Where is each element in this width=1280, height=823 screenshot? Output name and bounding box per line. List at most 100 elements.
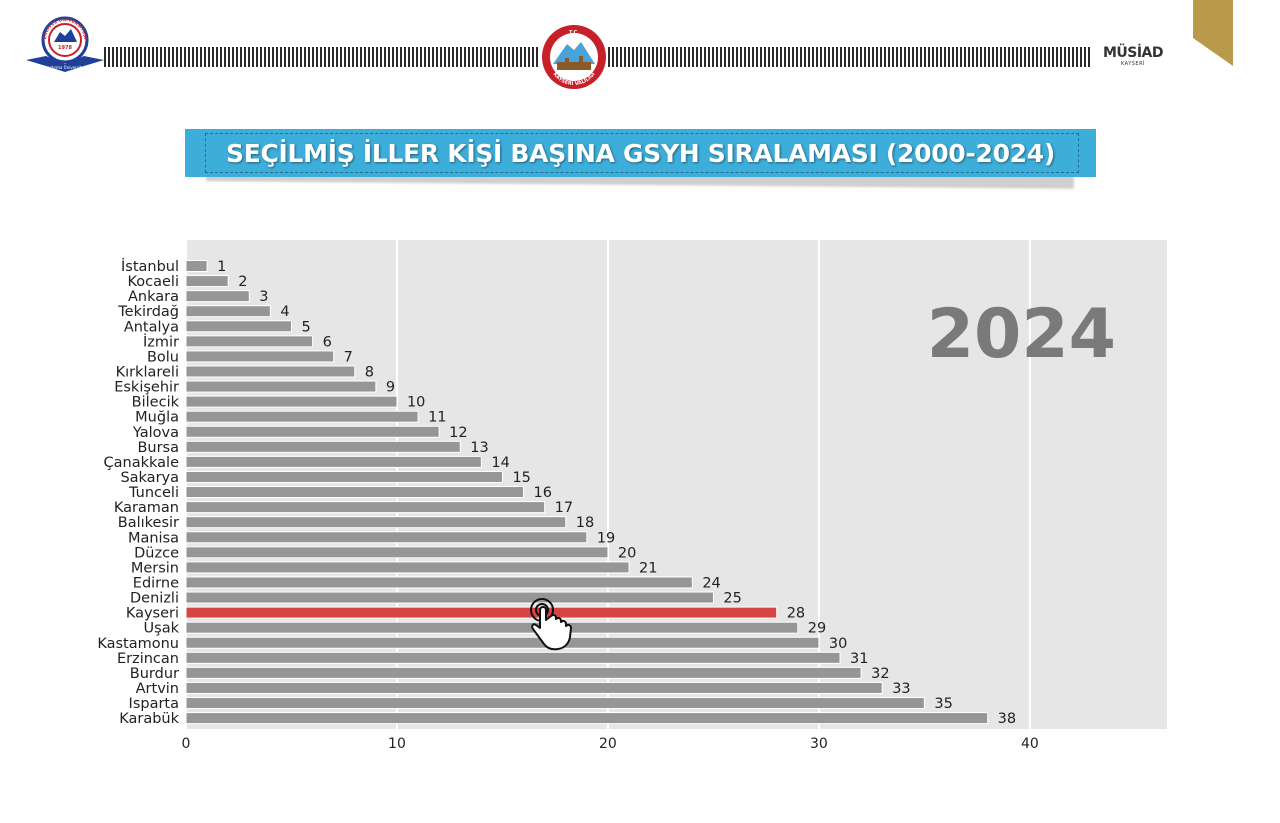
category-label: Düzce bbox=[134, 545, 179, 561]
x-axis-ticks: 0 10 20 30 40 bbox=[182, 736, 1039, 752]
value-label: 14 bbox=[491, 455, 509, 471]
x-tick-label: 20 bbox=[599, 736, 617, 752]
value-label: 28 bbox=[787, 606, 805, 622]
value-label: 5 bbox=[301, 319, 310, 335]
bar bbox=[185, 395, 398, 408]
value-label: 11 bbox=[428, 410, 446, 426]
bar bbox=[185, 380, 377, 393]
category-label: Denizli bbox=[130, 591, 179, 607]
svg-text:Araştırma Üniversitesi: Araştırma Üniversitesi bbox=[43, 65, 87, 70]
bar bbox=[185, 681, 883, 694]
value-label: 1 bbox=[217, 259, 226, 275]
value-label: 18 bbox=[576, 515, 594, 531]
category-label: Antalya bbox=[124, 319, 179, 335]
value-label: 19 bbox=[597, 530, 615, 546]
category-label: Balıkesir bbox=[118, 515, 179, 531]
bar bbox=[185, 410, 419, 423]
value-label: 2 bbox=[238, 274, 247, 290]
bar bbox=[185, 320, 292, 333]
x-tick-label: 30 bbox=[810, 736, 828, 752]
value-label: 30 bbox=[829, 636, 847, 652]
value-label: 25 bbox=[723, 591, 741, 607]
bar bbox=[185, 486, 525, 499]
value-label: 17 bbox=[555, 500, 573, 516]
category-label: Kayseri bbox=[126, 606, 179, 622]
bar-highlight bbox=[185, 606, 778, 619]
x-tick-label: 10 bbox=[388, 736, 406, 752]
category-label: Çanakkale bbox=[104, 455, 180, 471]
category-labels: İstanbulKocaeliAnkaraTekirdağAntalyaİzmi… bbox=[97, 257, 179, 727]
value-label: 24 bbox=[702, 575, 720, 591]
corner-ribbon bbox=[1193, 0, 1233, 66]
hand-pointer-shape bbox=[531, 606, 572, 651]
category-label: Yalova bbox=[132, 425, 179, 441]
category-label: Erzincan bbox=[117, 651, 179, 667]
musiad-brand: MÜSİAD bbox=[1102, 45, 1164, 61]
category-label: Ankara bbox=[128, 289, 179, 305]
value-label: 29 bbox=[808, 621, 826, 637]
x-tick-label: 40 bbox=[1021, 736, 1039, 752]
category-label: Kocaeli bbox=[128, 274, 180, 290]
musiad-logo: MÜSİAD KAYSERİ bbox=[1098, 45, 1168, 67]
category-label: İstanbul bbox=[121, 257, 179, 275]
year-label: 2024 bbox=[927, 295, 1116, 374]
header-divider-right bbox=[608, 47, 1092, 67]
kayseri-governorship-seal: T.C. KAYSERİ VALİLİĞİ bbox=[542, 25, 606, 89]
category-label: Burdur bbox=[130, 666, 179, 682]
x-tick-label: 0 bbox=[182, 736, 191, 752]
category-label: Sakarya bbox=[120, 470, 179, 486]
value-label: 8 bbox=[365, 364, 374, 380]
bar bbox=[185, 350, 335, 363]
bar bbox=[185, 440, 461, 453]
value-label: 7 bbox=[344, 349, 353, 365]
bar bbox=[185, 666, 862, 679]
value-label: 4 bbox=[280, 304, 289, 320]
value-label: 32 bbox=[871, 666, 889, 682]
bar bbox=[185, 260, 208, 272]
svg-text:T.C.: T.C. bbox=[569, 30, 579, 36]
value-label: 33 bbox=[892, 681, 910, 697]
value-label: 6 bbox=[323, 334, 332, 350]
erciyes-university-logo: 1978 ERCİYES ÜNİVERSİTESİ Araştırma Üniv… bbox=[26, 16, 104, 72]
title-banner bbox=[185, 129, 1096, 177]
value-label: 3 bbox=[259, 289, 268, 305]
bar bbox=[185, 546, 609, 559]
hand-pointer-icon bbox=[530, 598, 572, 651]
category-label: Bolu bbox=[147, 349, 179, 365]
category-label: Uşak bbox=[144, 621, 180, 637]
category-label: Karabük bbox=[119, 711, 179, 727]
bar bbox=[185, 531, 588, 544]
bars bbox=[185, 260, 989, 725]
bar bbox=[185, 305, 271, 318]
value-label: 21 bbox=[639, 560, 657, 576]
category-label: İzmir bbox=[143, 332, 179, 350]
value-label: 12 bbox=[449, 425, 467, 441]
value-labels: 1234567891011121314151617181920212425282… bbox=[217, 259, 1016, 727]
value-label: 16 bbox=[534, 485, 552, 501]
category-label: Kırklareli bbox=[116, 364, 179, 380]
value-label: 35 bbox=[934, 696, 952, 712]
category-label: Muğla bbox=[135, 410, 179, 426]
category-label: Tunceli bbox=[128, 485, 179, 501]
bar bbox=[185, 651, 841, 664]
header: 1978 ERCİYES ÜNİVERSİTESİ Araştırma Üniv… bbox=[0, 0, 1280, 100]
header-divider-left bbox=[104, 47, 540, 67]
bar bbox=[185, 712, 989, 725]
bar bbox=[185, 365, 356, 378]
value-label: 38 bbox=[998, 711, 1016, 727]
bar bbox=[185, 636, 820, 649]
value-label: 20 bbox=[618, 545, 636, 561]
category-label: Bursa bbox=[137, 440, 179, 456]
value-label: 13 bbox=[470, 440, 488, 456]
category-label: Edirne bbox=[133, 575, 179, 591]
category-label: Artvin bbox=[136, 681, 179, 697]
bar bbox=[185, 290, 250, 303]
category-label: Bilecik bbox=[132, 395, 180, 411]
bar bbox=[185, 516, 567, 529]
bar bbox=[185, 576, 693, 589]
value-label: 31 bbox=[850, 651, 868, 667]
category-label: Manisa bbox=[128, 530, 179, 546]
category-label: Tekirdağ bbox=[117, 304, 179, 320]
bar bbox=[185, 591, 714, 604]
